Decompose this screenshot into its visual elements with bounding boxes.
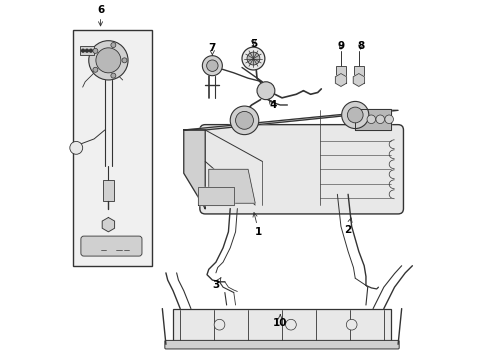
Text: 7: 7	[208, 43, 216, 55]
Polygon shape	[335, 73, 346, 86]
Circle shape	[88, 41, 128, 80]
Circle shape	[346, 107, 363, 123]
Circle shape	[202, 56, 222, 76]
Circle shape	[257, 82, 274, 100]
Bar	[173, 309, 390, 344]
Circle shape	[235, 111, 253, 129]
Bar	[353, 66, 363, 80]
FancyBboxPatch shape	[200, 125, 403, 214]
Circle shape	[366, 115, 375, 123]
Text: 4: 4	[268, 100, 276, 110]
Circle shape	[285, 319, 296, 330]
Polygon shape	[183, 130, 205, 208]
Polygon shape	[352, 73, 364, 86]
Circle shape	[111, 73, 116, 78]
Polygon shape	[354, 109, 390, 130]
Circle shape	[111, 42, 116, 48]
Text: 6: 6	[97, 5, 104, 26]
Text: 1: 1	[252, 213, 262, 237]
Circle shape	[246, 52, 259, 65]
Circle shape	[384, 115, 393, 123]
Circle shape	[96, 48, 121, 73]
Text: 2: 2	[344, 218, 351, 235]
Circle shape	[81, 49, 84, 52]
Circle shape	[230, 106, 258, 135]
Polygon shape	[183, 111, 397, 130]
Circle shape	[341, 102, 368, 129]
Text: 3: 3	[212, 278, 221, 291]
Circle shape	[89, 49, 92, 52]
Bar	[103, 180, 114, 202]
Text: 9: 9	[337, 41, 344, 51]
Polygon shape	[102, 217, 114, 232]
Circle shape	[122, 58, 127, 63]
Text: 8: 8	[356, 41, 364, 51]
Polygon shape	[208, 169, 255, 203]
Bar	[335, 66, 345, 80]
Circle shape	[214, 319, 224, 330]
FancyBboxPatch shape	[164, 341, 398, 349]
Text: 5: 5	[249, 39, 257, 49]
Circle shape	[242, 47, 264, 70]
Circle shape	[206, 60, 218, 71]
FancyBboxPatch shape	[81, 236, 142, 256]
Circle shape	[346, 319, 356, 330]
Circle shape	[93, 67, 98, 72]
Circle shape	[375, 115, 384, 123]
Circle shape	[70, 141, 82, 154]
Polygon shape	[198, 187, 233, 205]
Circle shape	[85, 49, 88, 52]
Bar	[73, 30, 151, 266]
Text: 10: 10	[272, 315, 287, 328]
Bar	[80, 46, 94, 55]
Circle shape	[93, 48, 98, 53]
